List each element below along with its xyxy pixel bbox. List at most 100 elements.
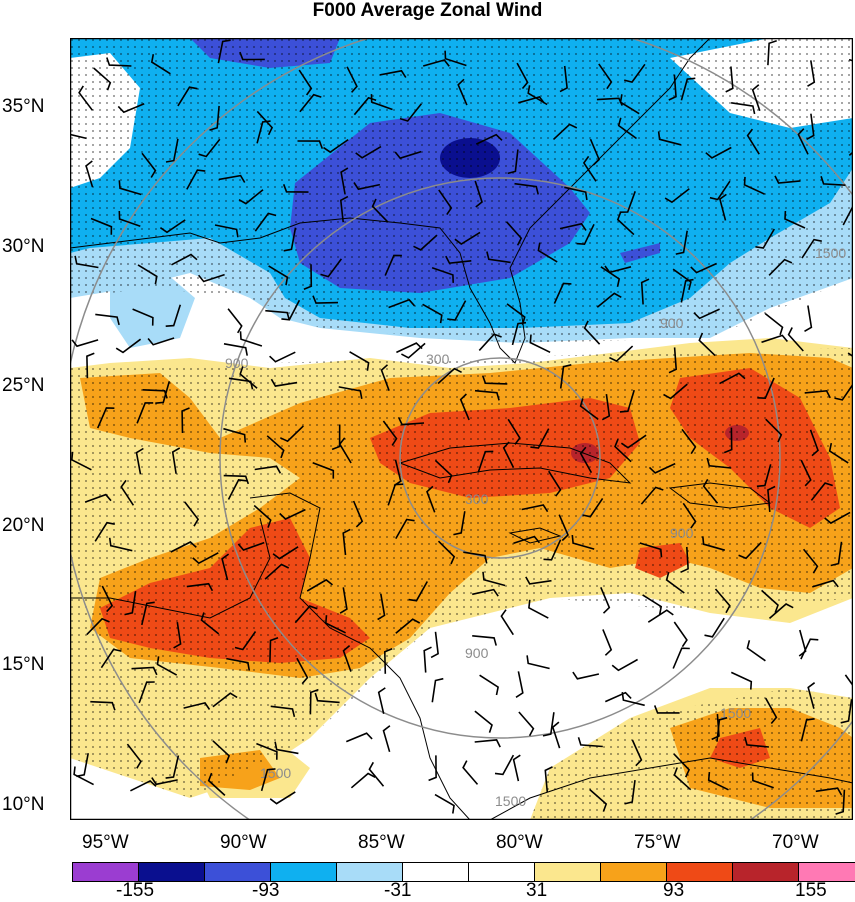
wind-barb xyxy=(209,105,220,131)
wind-barb xyxy=(200,612,220,635)
wind-barb xyxy=(269,637,279,663)
wind-barb xyxy=(137,264,158,285)
wind-barb xyxy=(428,755,437,782)
wind-barb xyxy=(303,264,313,290)
lat-label-10n: 10°N xyxy=(2,794,45,815)
wind-barb xyxy=(218,174,246,183)
wind-barbs xyxy=(70,39,853,815)
wind-barb xyxy=(181,407,190,434)
wind-barb xyxy=(544,766,553,793)
wind-barb xyxy=(746,128,760,155)
wind-barb xyxy=(559,364,572,389)
wind-barb xyxy=(761,589,779,613)
wind-barb xyxy=(86,617,110,636)
wind-barb xyxy=(746,640,766,662)
wind-barb xyxy=(237,541,265,551)
wind-barb xyxy=(147,337,175,346)
wind-barb xyxy=(95,313,120,326)
wind-barb xyxy=(265,309,291,321)
wind-barb xyxy=(256,110,274,136)
colorbar-segment xyxy=(204,862,271,882)
wind-barb xyxy=(774,175,801,184)
wind-barb xyxy=(453,511,466,536)
wind-barb xyxy=(413,234,438,251)
wind-barb xyxy=(767,40,777,66)
wind-barb xyxy=(353,182,381,191)
wind-barb xyxy=(368,761,385,787)
map-title: F000 Average Zonal Wind xyxy=(312,0,543,21)
wind-barb xyxy=(350,772,376,789)
wind-barb xyxy=(70,451,92,471)
wind-barb xyxy=(614,438,632,463)
wind-barb xyxy=(680,278,694,303)
wind-barb xyxy=(136,402,154,424)
wind-barb xyxy=(723,427,733,454)
wind-barb xyxy=(806,113,815,141)
wind-barb xyxy=(711,714,720,741)
wind-barb xyxy=(830,541,843,567)
wind-barb xyxy=(165,304,182,327)
colorbar-segment xyxy=(732,862,799,882)
wind-barb xyxy=(475,133,503,145)
wind-barb xyxy=(296,657,309,685)
wind-barb xyxy=(223,474,250,485)
wind-barb xyxy=(600,266,621,287)
ring-label: 1500 xyxy=(720,705,751,721)
wind-barb xyxy=(486,251,511,264)
wind-barb xyxy=(842,204,853,226)
wind-barb xyxy=(815,787,843,796)
wind-barb xyxy=(270,378,298,387)
wind-barb xyxy=(238,189,264,205)
wind-barb xyxy=(807,60,816,87)
wind-barb xyxy=(151,777,178,786)
wind-barb xyxy=(90,700,116,711)
wind-barb xyxy=(401,342,426,359)
wind-barb xyxy=(798,629,807,657)
cuba-outline xyxy=(398,442,632,484)
wind-barb xyxy=(142,389,168,399)
wind-barb xyxy=(297,140,324,149)
wind-barb xyxy=(279,425,304,443)
hispaniola-outline xyxy=(668,482,772,509)
wind-barb xyxy=(274,741,299,755)
wind-barb xyxy=(768,603,794,620)
wind-barb xyxy=(552,123,578,140)
wind-barb xyxy=(558,514,569,542)
wind-barb xyxy=(743,176,765,195)
wind-barb xyxy=(543,539,562,561)
wind-barb xyxy=(370,94,393,111)
wind-barb xyxy=(76,753,89,778)
wind-barb xyxy=(264,563,290,580)
wind-barb xyxy=(463,551,488,564)
wind-barb xyxy=(379,69,407,78)
wind-barb xyxy=(673,621,688,648)
lat-label-35n: 35°N xyxy=(2,96,45,117)
wind-barb xyxy=(239,51,265,61)
wind-barb xyxy=(101,585,114,613)
wind-barb xyxy=(474,389,500,401)
wind-barb xyxy=(380,364,390,391)
wind-barb xyxy=(619,94,640,115)
wind-barb xyxy=(514,182,539,195)
wind-barb xyxy=(256,742,278,760)
wind-barb xyxy=(269,351,296,363)
colorbar-segment xyxy=(666,862,733,882)
wind-barb xyxy=(642,594,663,615)
wind-barb xyxy=(537,242,558,263)
wind-barb xyxy=(804,305,813,332)
wind-barb xyxy=(426,485,436,513)
wind-barb xyxy=(616,211,635,236)
wind-barb xyxy=(702,536,726,551)
wind-barb xyxy=(90,217,113,235)
wind-barb xyxy=(682,502,697,529)
wind-barb xyxy=(672,268,692,290)
wind-barb xyxy=(71,339,99,348)
wind-barb xyxy=(298,69,313,96)
wind-barb xyxy=(583,320,601,345)
wind-barb xyxy=(494,754,515,776)
wind-barb xyxy=(192,552,219,565)
wind-barb xyxy=(108,537,133,552)
wind-barb xyxy=(447,300,467,321)
wind-barb xyxy=(228,377,254,390)
yucatan-central-america xyxy=(249,492,471,820)
